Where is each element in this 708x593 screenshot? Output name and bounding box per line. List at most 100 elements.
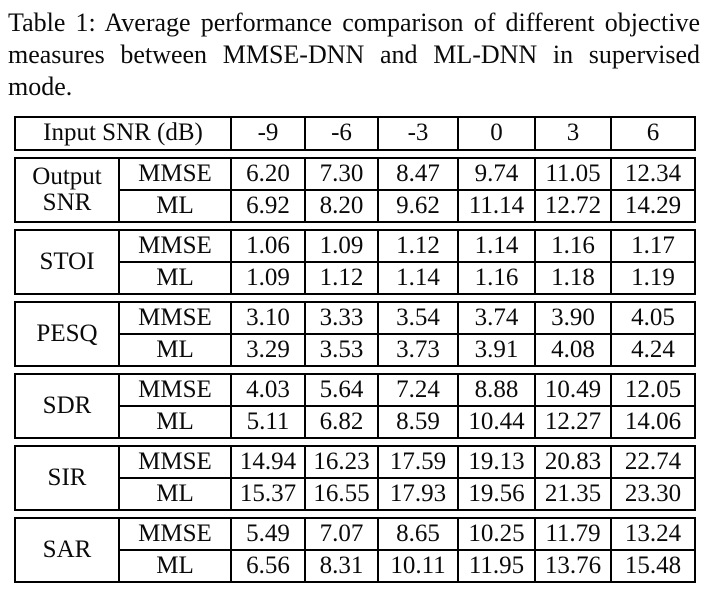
metric-label: SDR [14, 373, 120, 439]
table-row: ML 15.37 16.55 17.93 19.56 21.35 23.30 [15, 477, 696, 511]
table-row: SDR MMSE 4.03 5.64 7.24 8.88 10.49 12.05 [14, 373, 696, 439]
value-cell: 6.20 [230, 157, 306, 191]
metric-label: Output SNR [14, 157, 120, 223]
value-cell: 11.14 [457, 189, 536, 223]
value-cell: 6.56 [230, 549, 306, 583]
value-cell: 1.18 [534, 261, 612, 295]
section-table-sdr: SDR MMSE 4.03 5.64 7.24 8.88 10.49 12.05 ML 5.11 6… [14, 373, 696, 439]
header-col-snr-6: 6 [610, 116, 697, 151]
value-cell: 17.93 [377, 477, 459, 511]
table-row: SIR MMSE 14.94 16.23 17.59 19.13 20.83 22.74 [14, 445, 696, 511]
table-row: STOI MMSE 1.06 1.09 1.12 1.14 1.16 1.17 [14, 229, 696, 295]
value-cell: 8.65 [377, 517, 459, 551]
metric-sections: Output SNR MMSE 6.20 7.30 8.47 9.74 11.05 12.34… [0, 157, 708, 583]
method-label: MMSE [118, 301, 232, 335]
value-cell: 7.07 [304, 517, 379, 551]
value-cell: 5.49 [230, 517, 306, 551]
value-cell: 12.27 [534, 405, 612, 439]
value-cell: 16.55 [304, 477, 379, 511]
table-row: ML 1.09 1.12 1.14 1.16 1.18 1.19 [15, 261, 696, 295]
value-cell: 6.82 [304, 405, 379, 439]
table-row: ML 6.92 8.20 9.62 11.14 12.72 14.29 [15, 189, 696, 223]
header-col-snr-3: 3 [534, 116, 613, 151]
value-cell: 7.24 [377, 373, 459, 407]
metric-label: PESQ [14, 301, 120, 367]
value-cell: 9.74 [457, 157, 536, 191]
value-cell: 3.90 [534, 301, 612, 335]
value-cell: 21.35 [534, 477, 612, 511]
method-label: MMSE [118, 229, 232, 263]
value-cell: 5.64 [304, 373, 379, 407]
method-label: ML [118, 333, 232, 367]
input-snr-label: Input SNR (dB) [13, 116, 233, 151]
value-cell: 22.74 [610, 445, 696, 479]
value-cell: 6.92 [230, 189, 306, 223]
value-cell: 1.12 [304, 261, 379, 295]
value-cell: 8.88 [457, 373, 536, 407]
value-cell: 9.62 [377, 189, 459, 223]
value-cell: 3.73 [377, 333, 459, 367]
value-cell: 4.08 [534, 333, 612, 367]
value-cell: 8.31 [304, 549, 379, 583]
table-row: ML 3.29 3.53 3.73 3.91 4.08 4.24 [15, 333, 696, 367]
value-cell: 12.34 [610, 157, 696, 191]
table-row: Output SNR MMSE 6.20 7.30 8.47 9.74 11.05 12.34 [14, 157, 696, 223]
method-label: MMSE [118, 373, 232, 407]
value-cell: 5.11 [230, 405, 306, 439]
method-label: ML [118, 549, 232, 583]
value-cell: 3.74 [457, 301, 536, 335]
value-cell: 11.79 [534, 517, 612, 551]
value-cell: 15.48 [610, 549, 696, 583]
metric-label: STOI [14, 229, 120, 295]
table-caption: Table 1: Average performance comparison … [8, 7, 700, 103]
section-table-output-snr: Output SNR MMSE 6.20 7.30 8.47 9.74 11.05 12.34… [14, 157, 696, 223]
value-cell: 1.09 [304, 229, 379, 263]
value-cell: 10.44 [457, 405, 536, 439]
value-cell: 1.12 [377, 229, 459, 263]
value-cell: 13.24 [610, 517, 696, 551]
value-cell: 14.06 [610, 405, 696, 439]
value-cell: 1.19 [610, 261, 696, 295]
metric-label: SIR [14, 445, 120, 511]
value-cell: 17.59 [377, 445, 459, 479]
caption-line-2: measures between MMSE-DNN and ML-DNN in … [8, 40, 700, 69]
value-cell: 19.13 [457, 445, 536, 479]
section-table-sir: SIR MMSE 14.94 16.23 17.59 19.13 20.83 22.74 ML 1… [14, 445, 696, 511]
value-cell: 3.91 [457, 333, 536, 367]
header-col-snr--3: -3 [377, 116, 460, 151]
caption-line-3: mode. [8, 72, 73, 101]
value-cell: 1.14 [457, 229, 536, 263]
value-cell: 3.10 [230, 301, 306, 335]
header-col-snr-0: 0 [457, 116, 537, 151]
section-table-pesq: PESQ MMSE 3.10 3.33 3.54 3.74 3.90 4.05 ML 3.29 3.… [14, 301, 696, 367]
value-cell: 12.05 [610, 373, 696, 407]
metric-label: SAR [14, 517, 120, 583]
value-cell: 10.11 [377, 549, 459, 583]
value-cell: 1.16 [534, 229, 612, 263]
value-cell: 8.20 [304, 189, 379, 223]
table-row: ML 5.11 6.82 8.59 10.44 12.27 14.06 [15, 405, 696, 439]
method-label: MMSE [118, 445, 232, 479]
header-col-snr--9: -9 [230, 116, 307, 151]
value-cell: 11.05 [534, 157, 612, 191]
section-table-stoi: STOI MMSE 1.06 1.09 1.12 1.14 1.16 1.17 ML 1.09 1.… [14, 229, 696, 295]
value-cell: 11.95 [457, 549, 536, 583]
value-cell: 3.53 [304, 333, 379, 367]
value-cell: 4.03 [230, 373, 306, 407]
value-cell: 1.16 [457, 261, 536, 295]
value-cell: 1.06 [230, 229, 306, 263]
caption-line-1: Table 1: Average performance comparison … [8, 8, 700, 37]
value-cell: 1.09 [230, 261, 306, 295]
header-row: Input SNR (dB) -9 -6 -3 0 3 6 [13, 116, 697, 151]
value-cell: 13.76 [534, 549, 612, 583]
value-cell: 19.56 [457, 477, 536, 511]
table-row: SAR MMSE 5.49 7.07 8.65 10.25 11.79 13.24 [14, 517, 696, 583]
table-row: PESQ MMSE 3.10 3.33 3.54 3.74 3.90 4.05 [14, 301, 696, 367]
value-cell: 10.25 [457, 517, 536, 551]
value-cell: 23.30 [610, 477, 696, 511]
value-cell: 14.29 [610, 189, 696, 223]
method-label: MMSE [118, 517, 232, 551]
input-snr-header-table: Input SNR (dB) -9 -6 -3 0 3 6 [13, 116, 697, 151]
value-cell: 7.30 [304, 157, 379, 191]
